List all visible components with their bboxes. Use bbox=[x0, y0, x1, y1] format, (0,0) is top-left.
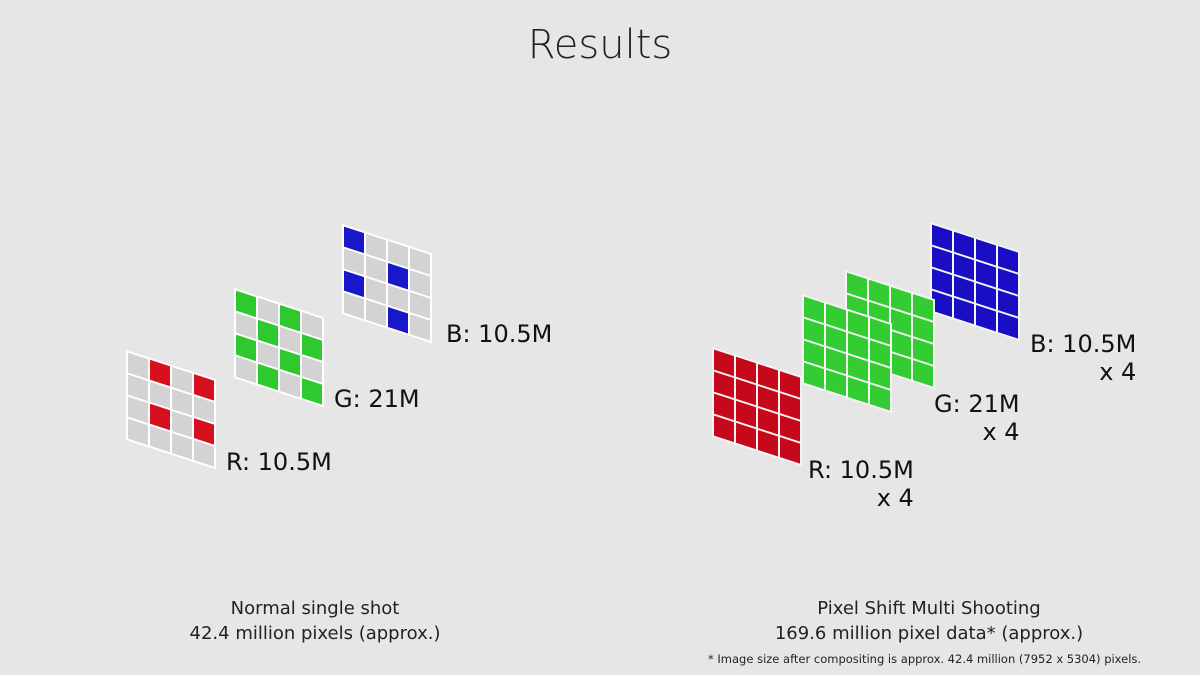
right-blue-grid bbox=[930, 222, 1020, 342]
g-pixel-cell bbox=[891, 352, 911, 380]
g-pixel-cell bbox=[870, 384, 890, 411]
g-pixel-cell bbox=[804, 362, 824, 390]
empty-pixel-cell bbox=[280, 370, 300, 398]
left-caption-detail: 42.4 million pixels (approx.) bbox=[189, 623, 441, 644]
right-red-multiplier: x 4 bbox=[876, 484, 914, 512]
right-red-value: R: 10.5M bbox=[808, 456, 914, 484]
g-pixel-cell bbox=[826, 369, 846, 397]
empty-pixel-cell bbox=[128, 418, 148, 446]
left-caption: Normal single shot 42.4 million pixels (… bbox=[115, 596, 515, 646]
right-green-multiplier: x 4 bbox=[982, 418, 1020, 446]
b-pixel-cell bbox=[998, 312, 1018, 339]
r-pixel-cell bbox=[758, 429, 778, 457]
empty-pixel-cell bbox=[236, 356, 256, 384]
right-green-value: G: 21M bbox=[934, 390, 1020, 418]
right-blue-label: B: 10.5M x 4 bbox=[1030, 330, 1136, 386]
empty-pixel-cell bbox=[194, 440, 214, 467]
b-pixel-cell bbox=[388, 306, 408, 334]
left-green-label: G: 21M bbox=[334, 385, 420, 413]
b-pixel-cell bbox=[932, 290, 952, 318]
g-pixel-cell bbox=[302, 378, 322, 405]
right-footnote: * Image size after compositing is approx… bbox=[708, 652, 1142, 666]
empty-pixel-cell bbox=[410, 314, 430, 341]
empty-pixel-cell bbox=[172, 432, 192, 460]
right-red-label: R: 10.5M x 4 bbox=[808, 456, 914, 512]
right-caption-detail: 169.6 million pixel data* (approx.) bbox=[774, 623, 1084, 644]
empty-pixel-cell bbox=[150, 425, 170, 453]
right-blue-multiplier: x 4 bbox=[1099, 358, 1137, 386]
r-pixel-cell bbox=[736, 422, 756, 450]
g-pixel-cell bbox=[258, 363, 278, 391]
empty-pixel-cell bbox=[366, 299, 386, 327]
left-green-grid bbox=[234, 288, 324, 408]
left-red-grid bbox=[126, 350, 216, 470]
page-title: Results bbox=[527, 22, 673, 68]
right-blue-value: B: 10.5M bbox=[1030, 330, 1137, 358]
g-pixel-cell bbox=[913, 360, 933, 387]
left-blue-label: B: 10.5M bbox=[446, 320, 553, 348]
right-caption-title: Pixel Shift Multi Shooting bbox=[817, 598, 1041, 619]
r-pixel-cell bbox=[780, 437, 800, 464]
empty-pixel-cell bbox=[344, 292, 364, 320]
right-green-label: G: 21M x 4 bbox=[934, 390, 1020, 446]
left-red-label: R: 10.5M bbox=[226, 448, 332, 476]
b-pixel-cell bbox=[976, 304, 996, 332]
right-red-grid bbox=[712, 347, 802, 467]
left-blue-grid bbox=[342, 224, 432, 344]
r-pixel-cell bbox=[714, 415, 734, 443]
b-pixel-cell bbox=[954, 297, 974, 325]
left-caption-title: Normal single shot bbox=[230, 598, 400, 619]
right-caption: Pixel Shift Multi Shooting 169.6 million… bbox=[729, 596, 1129, 646]
g-pixel-cell bbox=[848, 376, 868, 404]
